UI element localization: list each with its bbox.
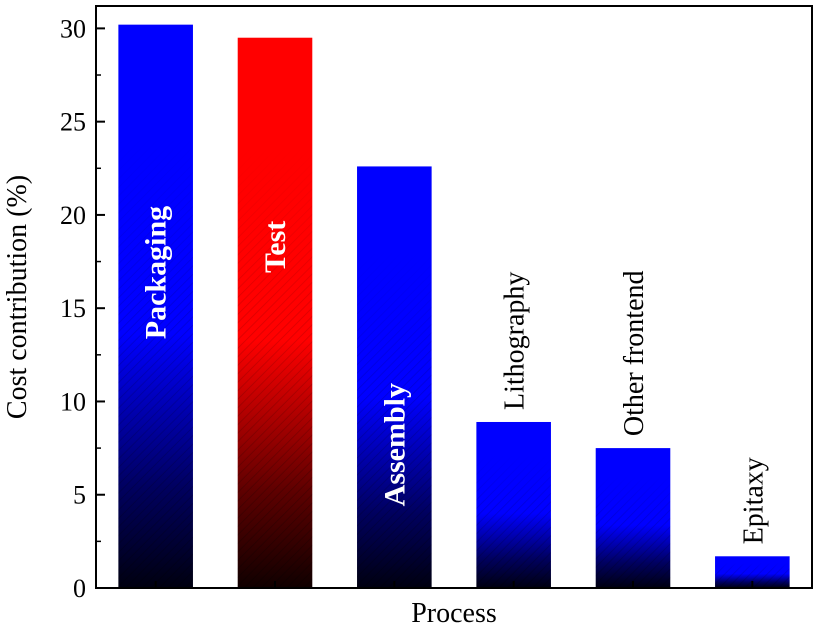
bar-hatch bbox=[237, 37, 313, 588]
bar-labels-layer: Packaging Test Assembly Lithography Other fr… bbox=[140, 206, 770, 544]
y-tick-label: 30 bbox=[60, 14, 86, 43]
y-tick-label: 25 bbox=[60, 108, 86, 137]
bar-label-test: Test bbox=[259, 221, 292, 273]
bar-label-lithography: Lithography bbox=[500, 272, 531, 410]
y-tick-label: 10 bbox=[60, 387, 86, 416]
y-axis: 0 5 10 15 20 25 30 bbox=[60, 14, 105, 603]
bar-label-packaging: Packaging bbox=[140, 206, 173, 339]
x-axis bbox=[154, 581, 754, 588]
bar-hatch bbox=[476, 421, 551, 588]
y-tick-label: 5 bbox=[73, 481, 86, 510]
y-tick-label: 15 bbox=[60, 294, 86, 323]
bars-layer bbox=[118, 24, 790, 588]
y-tick-label: 20 bbox=[60, 201, 86, 230]
x-axis-title: Process bbox=[411, 598, 497, 629]
bar-hatch bbox=[595, 448, 671, 588]
y-tick-label: 0 bbox=[73, 574, 86, 603]
bar-hatch bbox=[118, 24, 193, 588]
plot-frame bbox=[95, 5, 813, 589]
y-axis-title: Cost contribution (%) bbox=[2, 175, 33, 419]
bar-label-other-frontend: Other frontend bbox=[619, 270, 650, 436]
bar-hatch bbox=[357, 166, 432, 588]
bar-label-assembly: Assembly bbox=[378, 383, 411, 506]
bar-label-epitaxy: Epitaxy bbox=[738, 457, 769, 544]
